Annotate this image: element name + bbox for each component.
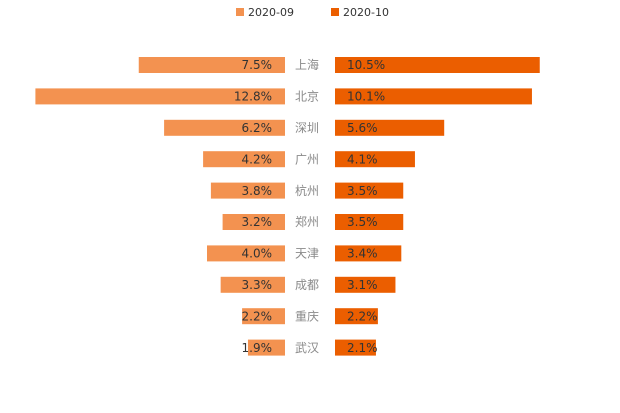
value-label-2020-09-row-0: 7.5% [242, 58, 273, 72]
category-label-row-6: 天津 [295, 247, 319, 261]
category-label-row-5: 郑州 [295, 214, 319, 229]
bar-2020-09-row-6[interactable] [207, 245, 285, 262]
bar-2020-09-row-7[interactable] [220, 276, 285, 293]
value-label-2020-09-row-6: 4.0% [242, 247, 273, 261]
value-label-2020-09-row-7: 3.3% [242, 278, 273, 292]
bar-2020-09-row-2[interactable] [164, 119, 285, 136]
legend-swatch-2020-09 [236, 8, 244, 16]
value-label-2020-09-row-4: 3.8% [242, 184, 273, 198]
value-label-2020-10-row-3: 4.1% [347, 152, 378, 166]
bar-2020-09-row-9[interactable] [247, 339, 285, 356]
value-label-2020-10-row-7: 3.1% [347, 278, 378, 292]
bar-2020-10-row-3[interactable] [335, 151, 415, 168]
value-label-2020-09-row-5: 3.2% [242, 215, 273, 229]
bar-2020-10-row-5[interactable] [335, 214, 404, 230]
category-label-row-0: 上海 [295, 57, 319, 72]
bar-2020-10-row-7[interactable] [335, 276, 396, 293]
bar-2020-09-row-1[interactable] [35, 88, 286, 105]
value-label-2020-10-row-2: 5.6% [347, 121, 378, 135]
category-label-row-4: 杭州 [295, 183, 319, 198]
bar-2020-10-row-4[interactable] [335, 182, 404, 199]
legend-item-2020-10[interactable]: 2020-10 [331, 6, 389, 19]
category-label-row-1: 北京 [295, 90, 319, 104]
value-label-2020-10-row-6: 3.4% [347, 247, 378, 261]
value-label-2020-10-row-0: 10.5% [347, 58, 385, 72]
bar-2020-09-row-4[interactable] [210, 182, 285, 199]
value-label-2020-09-row-2: 6.2% [242, 121, 273, 135]
bar-2020-10-row-0[interactable] [335, 57, 540, 73]
legend-label-2020-09: 2020-09 [248, 6, 294, 19]
bar-2020-10-row-2[interactable] [335, 119, 445, 136]
value-label-2020-09-row-9: 1.9% [242, 341, 273, 355]
legend: 2020-09 2020-10 [236, 6, 389, 19]
bar-2020-09-row-5[interactable] [222, 214, 285, 230]
bar-2020-09-row-3[interactable] [203, 151, 285, 168]
value-label-2020-10-row-4: 3.5% [347, 184, 378, 198]
category-label-row-9: 武汉 [295, 341, 319, 355]
legend-item-2020-09[interactable]: 2020-09 [236, 6, 294, 19]
bar-2020-09-row-8[interactable] [242, 308, 285, 325]
value-label-2020-09-row-3: 4.2% [242, 152, 273, 166]
category-label-row-7: 成都 [295, 278, 319, 292]
value-label-2020-10-row-8: 2.2% [347, 309, 378, 323]
bars-layer [35, 57, 540, 356]
bar-2020-10-row-9[interactable] [335, 339, 376, 356]
value-label-2020-09-row-1: 12.8% [234, 90, 272, 104]
value-label-2020-10-row-9: 2.1% [347, 341, 378, 355]
bar-2020-09-row-0[interactable] [138, 57, 285, 73]
labels-layer: 7.5% 10.5% 上海 12.8% 10.1% 北京 6.2% 5.6% 深圳 4.2% 4.1… [234, 57, 385, 355]
category-label-row-8: 重庆 [295, 309, 319, 323]
legend-swatch-2020-10 [331, 8, 339, 16]
category-label-row-2: 深圳 [295, 121, 319, 135]
value-label-2020-10-row-1: 10.1% [347, 90, 385, 104]
bar-2020-10-row-1[interactable] [335, 88, 532, 105]
legend-label-2020-10: 2020-10 [343, 6, 389, 19]
bar-2020-10-row-6[interactable] [335, 245, 402, 262]
category-label-row-3: 广州 [295, 152, 319, 166]
value-label-2020-09-row-8: 2.2% [242, 309, 273, 323]
value-label-2020-10-row-5: 3.5% [347, 215, 378, 229]
bar-2020-10-row-8[interactable] [335, 308, 378, 325]
